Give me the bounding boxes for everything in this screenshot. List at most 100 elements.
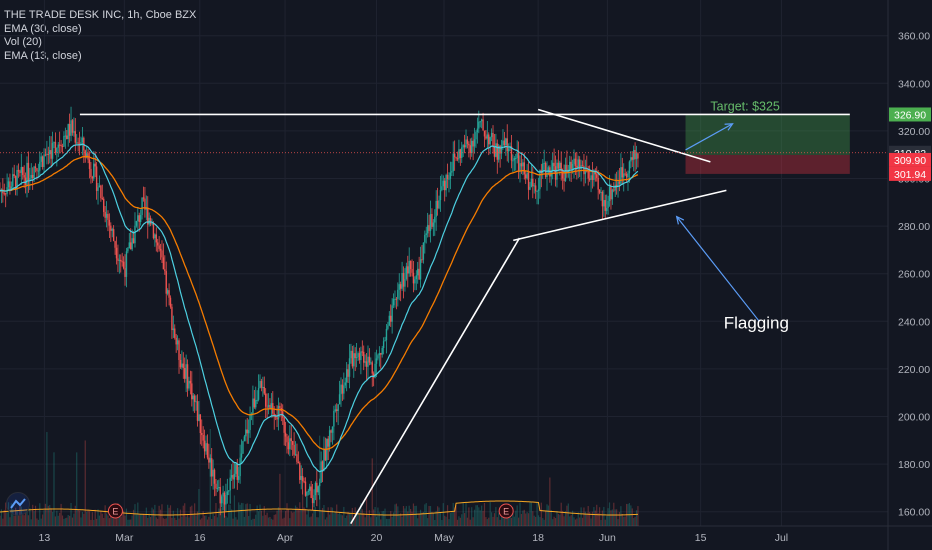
candle-body [152,223,155,239]
candle-body [162,257,165,270]
candle-body [14,175,17,190]
candle-body [171,306,173,331]
candle-body [56,147,58,153]
volume-bar [554,518,557,526]
volume-bar [478,507,480,526]
volume-bar [248,516,250,526]
candle-body [303,481,305,483]
candle-body [317,486,319,493]
candle-body [354,353,356,359]
volume-bar [456,519,459,526]
candle-body [468,143,470,146]
volume-bar [59,512,61,526]
candle-body [390,315,392,322]
candle-body [141,197,143,216]
volume-bar [300,509,302,526]
volume-bar [36,518,38,526]
candle-body [157,242,159,246]
candle-body [431,214,433,227]
volume-bar [185,516,187,526]
indicator-ema30[interactable]: EMA (30, close) [4,22,82,35]
price-tag [889,152,931,167]
volume-bar [586,514,588,526]
candle-body [3,193,5,195]
volume-bar [337,514,339,526]
volume-bar [512,507,514,526]
volume-bar [448,519,450,526]
volume-bar [252,518,254,526]
volume-bar [165,518,167,526]
candle-body [57,144,59,148]
volume-bar [242,503,244,526]
candle-body [620,167,622,184]
volume-bar [314,507,317,526]
candle-body [169,297,172,307]
volume-bar [637,506,639,526]
earnings-marker-label: E [112,507,118,517]
volume-bar [549,477,551,526]
volume-bar [46,432,48,526]
volume-bar [350,513,352,526]
candle-body [365,361,368,367]
candle-body [615,184,618,187]
candle-body [324,448,327,461]
candle-body [203,440,206,452]
volume-bar [567,503,569,526]
volume-bar [266,512,268,526]
candle-body [252,398,254,414]
volume-bar [15,507,17,526]
candle-body [40,156,42,162]
candle-body [600,191,602,193]
candle-body [95,166,98,191]
candle-body [458,149,460,160]
volume-bar [451,512,453,526]
volume-bar [543,519,545,526]
candle-body [439,190,442,201]
volume-bar [597,513,599,526]
candle-body [138,215,140,223]
volume-bar [303,507,305,526]
candle-body [455,157,457,159]
indicator-volume[interactable]: Vol (20) [4,36,42,48]
volume-bar [195,515,197,526]
volume-bar [255,514,257,526]
volume-bar [56,510,58,526]
volume-bar [263,506,265,526]
volume-bar [215,503,217,526]
volume-bar [390,511,392,526]
candle-body [449,172,452,179]
candle-body [159,248,162,251]
candle-body [34,166,37,169]
volume-bar [584,511,586,526]
volume-bar [535,516,537,526]
candle-body [340,384,342,395]
volume-bar [131,515,133,526]
candle-body [19,171,21,173]
candle-body [429,214,432,231]
volume-bar [257,511,260,526]
volume-bar [24,512,27,526]
candle-body [178,340,180,361]
volume-bar [432,513,434,526]
volume-bar [246,503,248,526]
candle-body [515,157,517,159]
indicator-ema13[interactable]: EMA (13, close) [4,49,82,62]
candle-body [634,149,636,160]
volume-bar [482,510,484,526]
candle-body [110,225,112,231]
candle-body [39,161,41,171]
volume-bar [329,514,331,526]
volume-bar [634,516,636,526]
trend-line [537,108,711,163]
x-tick-label: 13 [39,532,51,544]
candle-body [444,180,446,191]
volume-bar [40,518,42,526]
candle-body [299,463,301,480]
volume-bar [444,515,446,526]
volume-bar [408,505,410,526]
volume-bar [471,507,473,526]
candle-body [381,347,383,355]
candle-body [424,234,426,243]
volume-bar [232,518,234,526]
